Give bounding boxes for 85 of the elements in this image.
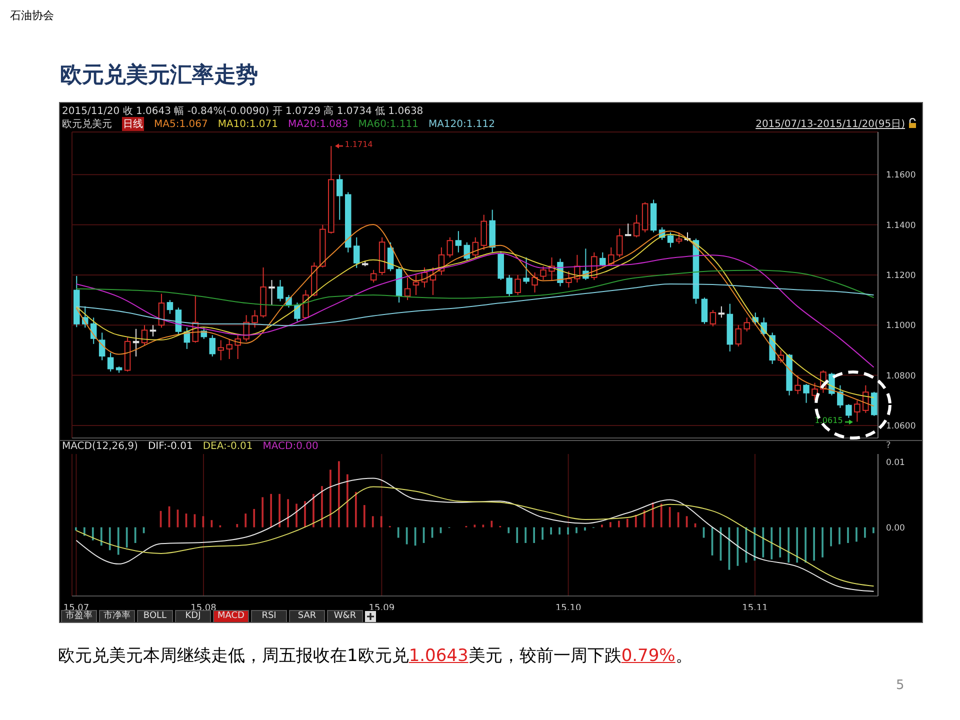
candlestick [141, 324, 148, 346]
candlestick [794, 374, 801, 395]
text: SAR [289, 610, 325, 623]
y-tick-label: 1.0800 [886, 371, 916, 382]
candlestick [566, 270, 572, 288]
candlestick [294, 302, 300, 322]
text: DEA:-0.01 [202, 441, 253, 452]
candlestick [735, 324, 742, 347]
candlestick [277, 279, 284, 302]
y-tick-label: 1.1000 [886, 321, 916, 332]
line-series [76, 252, 874, 368]
candlestick [710, 310, 716, 327]
text: 市净率 [99, 610, 135, 623]
candlestick [608, 246, 614, 267]
candlestick [98, 332, 106, 361]
candlestick [107, 352, 114, 372]
candlestick [718, 306, 725, 318]
candlestick [701, 297, 708, 324]
annotation: 1.0615 [814, 416, 844, 426]
candlestick [166, 300, 174, 314]
candlestick [412, 274, 420, 296]
y-tick-label: 1.0600 [886, 421, 916, 432]
candlestick [523, 256, 530, 284]
candlestick [862, 384, 869, 414]
candlestick [600, 252, 606, 267]
candlestick [158, 293, 165, 328]
candlestick [268, 279, 275, 306]
text: 日线 [122, 117, 144, 131]
candlestick [370, 269, 377, 283]
text: DIF:-0.01 [148, 441, 193, 452]
candlestick [226, 338, 232, 360]
candlestick [812, 382, 818, 401]
text: RSI [251, 610, 287, 623]
text: MACD:0.00 [262, 441, 318, 452]
candlestick [132, 328, 140, 357]
candlestick [540, 266, 546, 280]
annotation: 1.1714 [344, 140, 374, 150]
candlestick [837, 384, 844, 408]
candlestick [803, 384, 810, 404]
y-tick-label: 1.1400 [886, 220, 916, 231]
candlestick [455, 230, 462, 253]
y-tick-label: 0.01 [886, 458, 905, 468]
text: MA10:1.071 [218, 118, 278, 130]
text: BOLL [137, 610, 173, 623]
candlestick [150, 324, 156, 337]
y-tick-label: 0.00 [886, 523, 905, 534]
candlestick [624, 223, 632, 237]
text: MA20:1.083 [288, 118, 348, 130]
text: KDJ [175, 610, 211, 623]
text: MACD [218, 611, 244, 621]
text: MA5:1.067 [154, 118, 208, 130]
candlestick [430, 266, 436, 296]
candlestick [514, 274, 521, 296]
candlestick [744, 317, 750, 332]
candlestick [353, 236, 360, 268]
candlestick [506, 274, 512, 297]
candlestick [667, 232, 674, 248]
candlestick [871, 391, 878, 416]
candlestick [218, 340, 224, 361]
candlestick [616, 228, 623, 258]
text: 2015/11/20 收 1.0643 幅 -0.84%(-0.0090) 开 1.0729 高 1.0734 低 1.0638 [62, 104, 424, 118]
candlestick [846, 404, 852, 418]
candlestick [336, 174, 343, 220]
text: 2015/07/13-2015/11/20(95日) [756, 118, 905, 131]
y-tick-label: 1.1600 [886, 170, 916, 181]
candlestick [209, 334, 216, 357]
text: 石油协会 [10, 8, 54, 23]
candlestick [633, 214, 640, 238]
y-tick-label: 1.1200 [886, 270, 916, 281]
text: W&R [327, 610, 363, 623]
chart-title: 欧元兑美元汇率走势 [60, 62, 258, 90]
candlestick [446, 236, 454, 258]
text: 5 [896, 678, 904, 693]
candlestick [404, 276, 411, 301]
text: 欧元兑美元本周继续走低，周五报收在1欧元兑1.0643美元，较前一周下跌0.79%。 [58, 646, 692, 666]
text: MA120:1.112 [428, 118, 495, 130]
candlestick [252, 310, 258, 328]
text: 欧元兑美元 [62, 118, 112, 131]
candlestick [676, 232, 682, 244]
candlestick [532, 272, 538, 294]
text: MA60:1.111 [358, 118, 418, 130]
text: ? [886, 441, 891, 451]
candlestick [243, 314, 250, 342]
legend-title: MACD(12,26,9) [62, 441, 138, 452]
candlestick [854, 400, 860, 422]
